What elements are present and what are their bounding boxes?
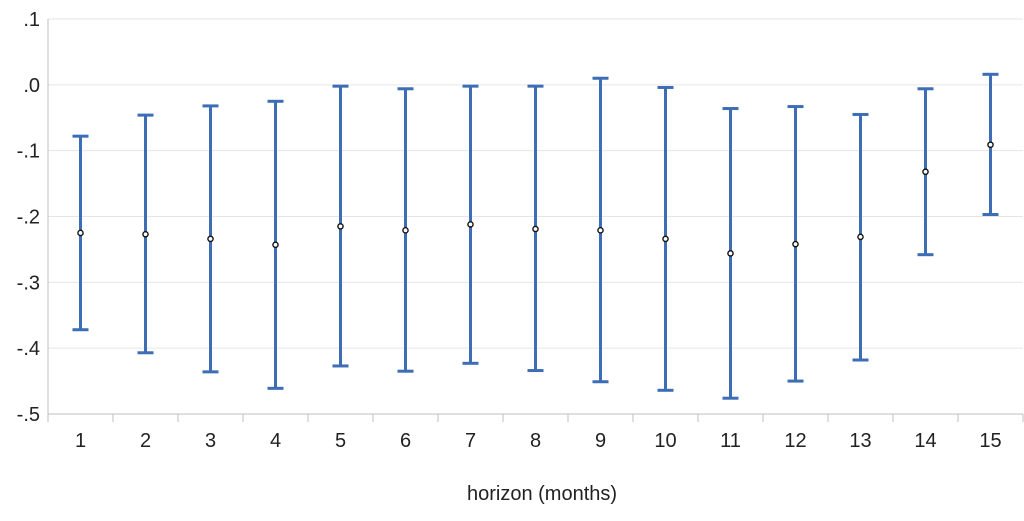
- x-tick-label: 5: [335, 430, 346, 452]
- x-tick-label: 6: [400, 430, 411, 452]
- x-tick-label: 10: [654, 430, 676, 452]
- point-estimate: [792, 240, 799, 248]
- x-tick-label: 13: [849, 430, 871, 452]
- x-tick-label: 12: [784, 430, 806, 452]
- x-tick-label: 7: [465, 430, 476, 452]
- point-estimate: [467, 221, 474, 228]
- point-estimate: [857, 233, 864, 241]
- y-tick-label: .1: [23, 9, 40, 31]
- point-estimate: [142, 230, 149, 238]
- y-tick-label: -.1: [17, 141, 40, 163]
- point-estimate: [272, 241, 279, 249]
- point-estimates: [77, 141, 994, 257]
- y-tick-label: -.3: [17, 272, 40, 294]
- y-tick-label: -.2: [17, 207, 40, 229]
- x-tick-label: 14: [914, 430, 936, 452]
- point-estimate: [532, 225, 539, 233]
- point-estimate: [597, 227, 604, 234]
- point-estimate: [922, 168, 929, 176]
- x-tick-label: 4: [270, 430, 281, 452]
- y-axis-tick-labels: .1 .0 -.1 -.2 -.3 -.4 -.5: [17, 9, 40, 426]
- x-tick-label: 8: [530, 430, 541, 452]
- y-tick-label: .0: [23, 75, 40, 97]
- x-axis: [47, 19, 1024, 422]
- point-estimate: [337, 223, 344, 230]
- point-estimate: [207, 235, 214, 243]
- x-tick-label: 9: [595, 430, 606, 452]
- point-estimate: [77, 229, 84, 237]
- point-estimate: [402, 227, 409, 234]
- point-estimate: [727, 250, 734, 257]
- x-tick-label: 3: [205, 430, 216, 452]
- x-tick-label: 15: [979, 430, 1001, 452]
- x-axis-label: horizon (months): [467, 483, 617, 505]
- x-tick-label: 1: [75, 430, 86, 452]
- x-axis-tick-labels: 1 2 3 4 5 6 7 8 9 10 11 12 13 14 15: [75, 430, 1002, 452]
- y-tick-label: -.4: [17, 338, 40, 360]
- point-estimate: [987, 141, 994, 149]
- x-tick-label: 11: [720, 430, 741, 452]
- point-estimate: [662, 235, 669, 243]
- y-tick-label: -.5: [17, 404, 40, 426]
- x-tick-label: 2: [140, 430, 151, 452]
